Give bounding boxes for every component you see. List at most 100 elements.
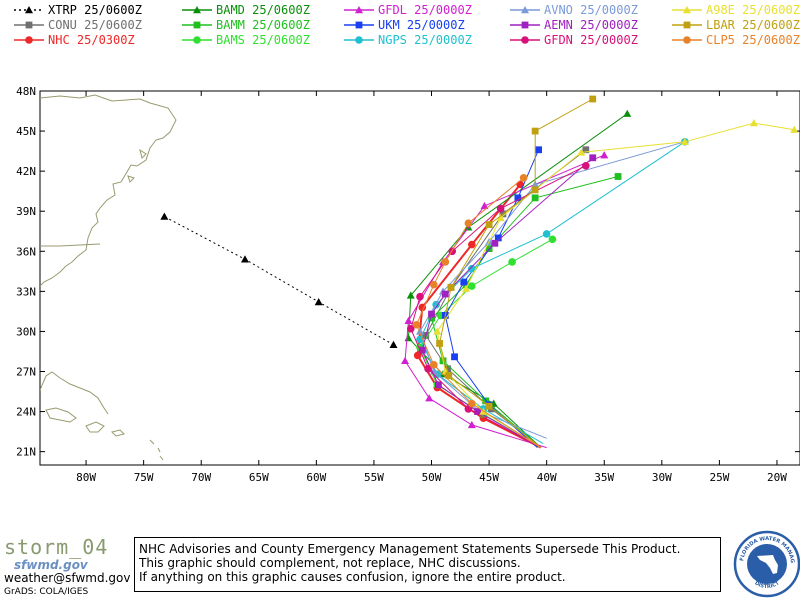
legend-marker [193, 21, 201, 29]
legend-label: CLP5 25/0600Z [706, 33, 800, 47]
track-point-gfdn [424, 365, 432, 373]
legend-marker [355, 6, 363, 14]
track-point-lbar [531, 186, 539, 194]
lon-label: 45W [479, 471, 499, 484]
track-point-a98e [749, 119, 758, 127]
track-point-xtrp [240, 255, 249, 263]
legend-symbol [510, 6, 540, 14]
disclaimer-box: NHC Advisories and County Emergency Mana… [134, 537, 721, 592]
legend-symbol [14, 36, 44, 44]
legend-label: NHC 25/0300Z [48, 33, 135, 47]
lon-label: 20W [767, 471, 787, 484]
lat-label: 24N [16, 406, 36, 419]
legend-symbol [672, 36, 702, 44]
track-point-clp5 [441, 258, 450, 266]
disclaimer-line: If anything on this graphic causes confu… [139, 570, 566, 584]
track-point-a98e [462, 284, 471, 292]
legend-symbol [344, 6, 374, 14]
track-point-aemn [441, 290, 449, 298]
sfwmd-seal: SOUTH FLORIDA WATER MANAGEMENT DISTRICT [733, 530, 800, 598]
track-point-clp5 [412, 320, 421, 329]
legend-label: BAMD 25/0600Z [216, 3, 310, 17]
track-a98e [436, 122, 795, 449]
track-point-xtrp [389, 340, 398, 348]
legend-label: A98E 25/0600Z [706, 3, 800, 17]
track-point-bamm [614, 173, 622, 180]
track-point-gfdl [401, 356, 410, 365]
map-frame [39, 90, 800, 466]
lon-label: 60W [306, 471, 326, 484]
track-point-nhc [413, 351, 422, 360]
track-point-lbar [485, 402, 493, 410]
track-point-lbar [447, 283, 455, 291]
track-point-ukm [460, 278, 468, 286]
legend-symbol [14, 6, 44, 14]
lon-label: 30W [652, 471, 672, 484]
legend-label: BAMM 25/0600Z [216, 18, 310, 32]
track-point-avno [416, 327, 424, 335]
legend-symbol [182, 6, 212, 14]
legend-marker [683, 21, 691, 29]
model-tracks [160, 95, 799, 449]
legend-label: AVNO 25/0000Z [544, 3, 638, 17]
legend: XTRP 25/0600Z CONU 25/0600Z NHC 25/0300Z BA… [0, 0, 800, 48]
track-point-bams [548, 235, 557, 244]
legend-marker [355, 36, 363, 44]
lat-label: 36N [16, 245, 36, 258]
track-point-ukm [514, 194, 522, 202]
track-point-gfdn [416, 292, 424, 301]
legend-marker [521, 6, 529, 14]
track-point-a98e [680, 137, 689, 145]
track-point-xtrp [314, 298, 323, 306]
track-point-lbar [445, 372, 453, 379]
track-point-xtrp [160, 212, 169, 220]
track-point-gfdl [404, 316, 413, 324]
lat-label: 45N [16, 125, 36, 138]
legend-symbol [672, 6, 702, 14]
track-point-a98e [790, 125, 799, 133]
lat-label: 21N [16, 446, 36, 459]
legend-marker [683, 6, 691, 14]
grads-credit: GrADS: COLA/IGES [4, 587, 89, 597]
legend-label: BAMS 25/0600Z [216, 33, 310, 47]
legend-label: CONU 25/0600Z [48, 18, 142, 32]
track-point-nhc [468, 240, 476, 249]
track-point-gfdl [600, 151, 609, 159]
track-point-a98e [433, 327, 442, 335]
track-point-lbar [485, 221, 493, 228]
lat-label: 39N [16, 205, 36, 218]
legend-symbol [510, 21, 540, 29]
track-point-gfdl [480, 201, 489, 210]
contact-email: weather@sfwmd.gov [4, 571, 131, 585]
track-point-lbar [589, 95, 597, 103]
track-point-gfdn [582, 162, 590, 170]
track-point-nhc [418, 303, 427, 312]
legend-marker [355, 21, 363, 29]
map-axes: 21N 24N 27N 30N 33N 36N 39N 42N 45N 48N 80W 75W 70W 6… [16, 85, 800, 484]
track-point-clp5 [464, 219, 473, 228]
product-name: storm_04 [4, 535, 109, 559]
legend-label: UKM 25/0000Z [378, 18, 465, 32]
track-point-a98e [496, 213, 505, 222]
legend-symbol [344, 21, 374, 29]
legend-label: GFDL 25/0000Z [378, 3, 472, 17]
legend-marker [25, 6, 33, 14]
track-point-ngps [468, 264, 476, 273]
track-point-lbar [436, 340, 443, 347]
coastline [40, 94, 177, 461]
track-point-gfdl [467, 420, 476, 429]
lat-label: 42N [16, 165, 36, 178]
legend-marker [25, 21, 33, 29]
track-ukm [444, 149, 540, 448]
legend-symbol [182, 21, 212, 29]
track-point-bamd [406, 291, 415, 299]
lon-label: 75W [134, 471, 154, 484]
legend-label: GFDN 25/0000Z [544, 33, 638, 47]
track-point-aemn [428, 310, 435, 318]
lon-label: 25W [709, 471, 729, 484]
track-clp5 [415, 177, 542, 449]
track-point-aemn [435, 381, 442, 389]
lat-label: 27N [16, 366, 36, 379]
